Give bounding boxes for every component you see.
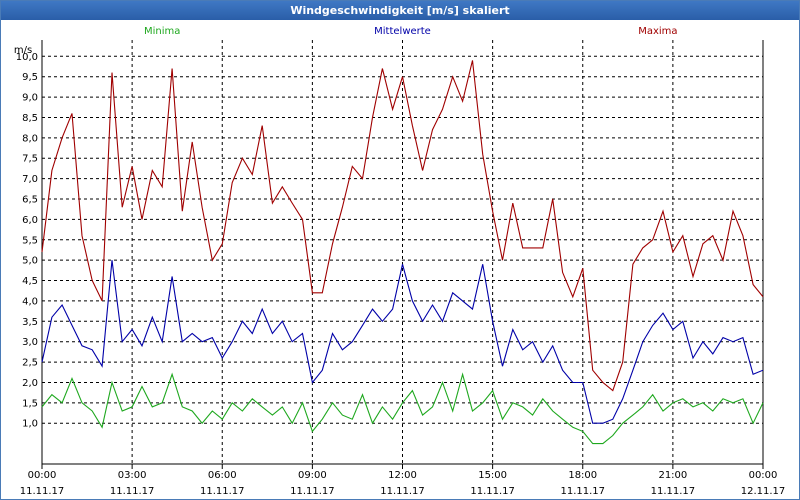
x-tick-date-label: 11.11.17 [560,486,605,497]
y-tick-label: 1,0 [22,419,38,430]
x-tick-time-label: 09:00 [298,470,327,481]
x-tick-time-label: 12:00 [388,470,417,481]
x-tick-date-label: 11.11.17 [20,486,65,497]
window-title: Windgeschwindigkeit [m/s] skaliert [1,1,799,20]
x-tick-date-label: 11.11.17 [200,486,245,497]
y-tick-label: 8,5 [22,113,38,124]
y-tick-label: 8,0 [22,133,38,144]
x-tick-date-label: 11.11.17 [651,486,696,497]
x-tick-date-label: 12.11.17 [741,486,786,497]
x-tick-time-label: 15:00 [478,470,507,481]
x-tick-time-label: 18:00 [568,470,597,481]
y-tick-label: 2,0 [22,378,38,389]
legend-minima: Minima [144,26,180,37]
legend-maxima: Maxima [638,26,677,37]
y-tick-label: 5,0 [22,256,38,267]
x-tick-time-label: 06:00 [208,470,237,481]
x-tick-date-label: 11.11.17 [380,486,425,497]
y-tick-label: 4,5 [22,276,38,287]
chart-window: Windgeschwindigkeit [m/s] skaliert 1,0 1,… [0,0,800,500]
x-tick-time-label: 00:00 [28,470,57,481]
y-tick-label: 5,5 [22,235,38,246]
legend-layer: Minima Mittelwerte Maxima [144,26,678,37]
x-tick-date-label: 11.11.17 [110,486,155,497]
y-tick-label: 1,5 [22,398,38,409]
y-tick-label: 7,5 [22,154,38,165]
y-tick-label: 2,5 [22,358,38,369]
y-tick-label: 9,0 [22,93,38,104]
x-tick-date-label: 11.11.17 [290,486,335,497]
x-tick-time-label: 00:00 [749,470,778,481]
y-tick-label: 6,5 [22,195,38,206]
y-tick-label: 3,5 [22,317,38,328]
grid-layer [42,40,763,464]
y-tick-label: 9,5 [22,72,38,83]
y-tick-label: 7,0 [22,174,38,185]
y-tick-label: 6,0 [22,215,38,226]
wind-speed-chart: 1,0 1,5 2,0 2,5 3,0 3,5 4,0 4,5 5,0 5,5 6,0 6,5 7,0 7… [1,21,799,499]
axis-layer: 1,0 1,5 2,0 2,5 3,0 3,5 4,0 4,5 5,0 5,5 6,0 6,5 7,0 7… [14,40,785,497]
x-tick-time-label: 03:00 [118,470,147,481]
y-axis-unit-label: m/s [14,45,32,56]
y-tick-label: 3,0 [22,337,38,348]
y-tick-label: 4,0 [22,296,38,307]
x-tick-time-label: 21:00 [658,470,687,481]
x-tick-date-label: 11.11.17 [470,486,515,497]
legend-mittelwerte: Mittelwerte [374,26,431,37]
